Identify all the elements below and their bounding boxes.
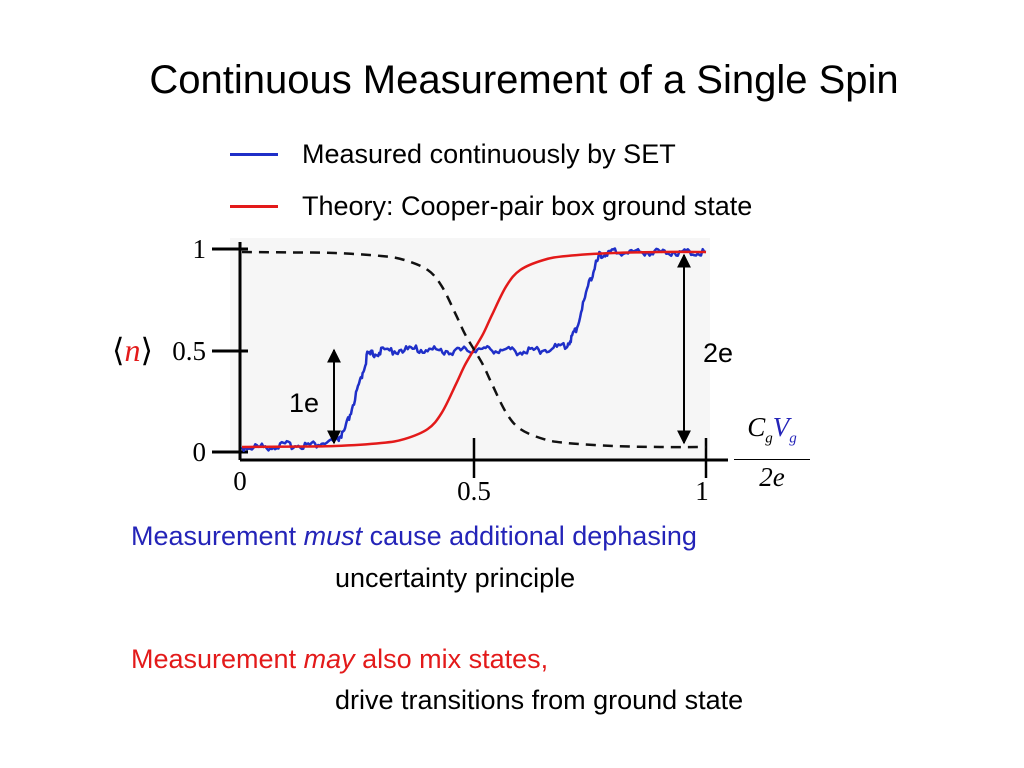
x-label-v: V: [772, 412, 790, 442]
statement-mix-states: Measurement may also mix states,: [131, 644, 548, 675]
legend-label-measured: Measured continuously by SET: [302, 139, 676, 169]
x-label-c: C: [747, 412, 766, 442]
statement-dephasing-prefix: Measurement: [131, 521, 304, 551]
statement-dephasing-em: must: [303, 521, 363, 551]
axes: [212, 242, 728, 478]
y-tick-label-0: 0: [193, 437, 207, 467]
statement-dephasing-suffix: cause additional dephasing: [362, 521, 697, 551]
y-tick-label-1: 0.5: [172, 336, 206, 366]
y-axis-label-left: ⟨: [112, 332, 125, 368]
x-label-v-sub: g: [789, 430, 797, 447]
legend-label-theory: Theory: Cooper-pair box ground state: [302, 191, 753, 221]
series-dashed-line: [241, 250, 707, 449]
x-axis-label-fraction-bar: [734, 459, 810, 461]
tick-label-layer: 0 0.5 1 0 0.5 1: [172, 234, 709, 506]
y-axis-label: ⟨n⟩: [112, 331, 153, 369]
legend-swatch-blue: [230, 153, 278, 156]
y-tick-label-2: 1: [193, 234, 207, 264]
x-label-c-sub: g: [765, 430, 773, 447]
statement-mix-suffix: also mix states,: [354, 644, 549, 674]
page-title: Continuous Measurement of a Single Spin: [149, 58, 899, 102]
legend-item-measured: Measured continuously by SET: [230, 139, 676, 170]
x-tick-label-2: 1: [695, 476, 709, 506]
plot-background: [230, 238, 710, 460]
statement-uncertainty: uncertainty principle: [335, 563, 576, 593]
x-tick-label-1: 0.5: [457, 476, 491, 506]
annotation-label-1e: 1e: [289, 388, 319, 418]
x-tick-label-0: 0: [233, 466, 247, 496]
statement-mix-em: may: [303, 644, 355, 674]
y-axis-label-right: ⟩: [140, 332, 153, 368]
statement-mix-prefix: Measurement: [131, 644, 304, 674]
x-axis-label-numerator: CgVg: [734, 412, 810, 453]
statement-transitions: drive transitions from ground state: [335, 685, 744, 715]
x-axis-label: CgVg 2e: [734, 412, 810, 494]
statement-dephasing: Measurement must cause additional dephas…: [131, 521, 697, 552]
y-axis-label-var: n: [124, 332, 141, 368]
legend-item-theory: Theory: Cooper-pair box ground state: [230, 191, 752, 222]
annotation-layer: 1e 2e: [289, 253, 733, 445]
annotation-label-2e: 2e: [703, 338, 733, 368]
x-axis-label-denominator: 2e: [759, 462, 785, 493]
legend-swatch-red: [230, 205, 278, 208]
